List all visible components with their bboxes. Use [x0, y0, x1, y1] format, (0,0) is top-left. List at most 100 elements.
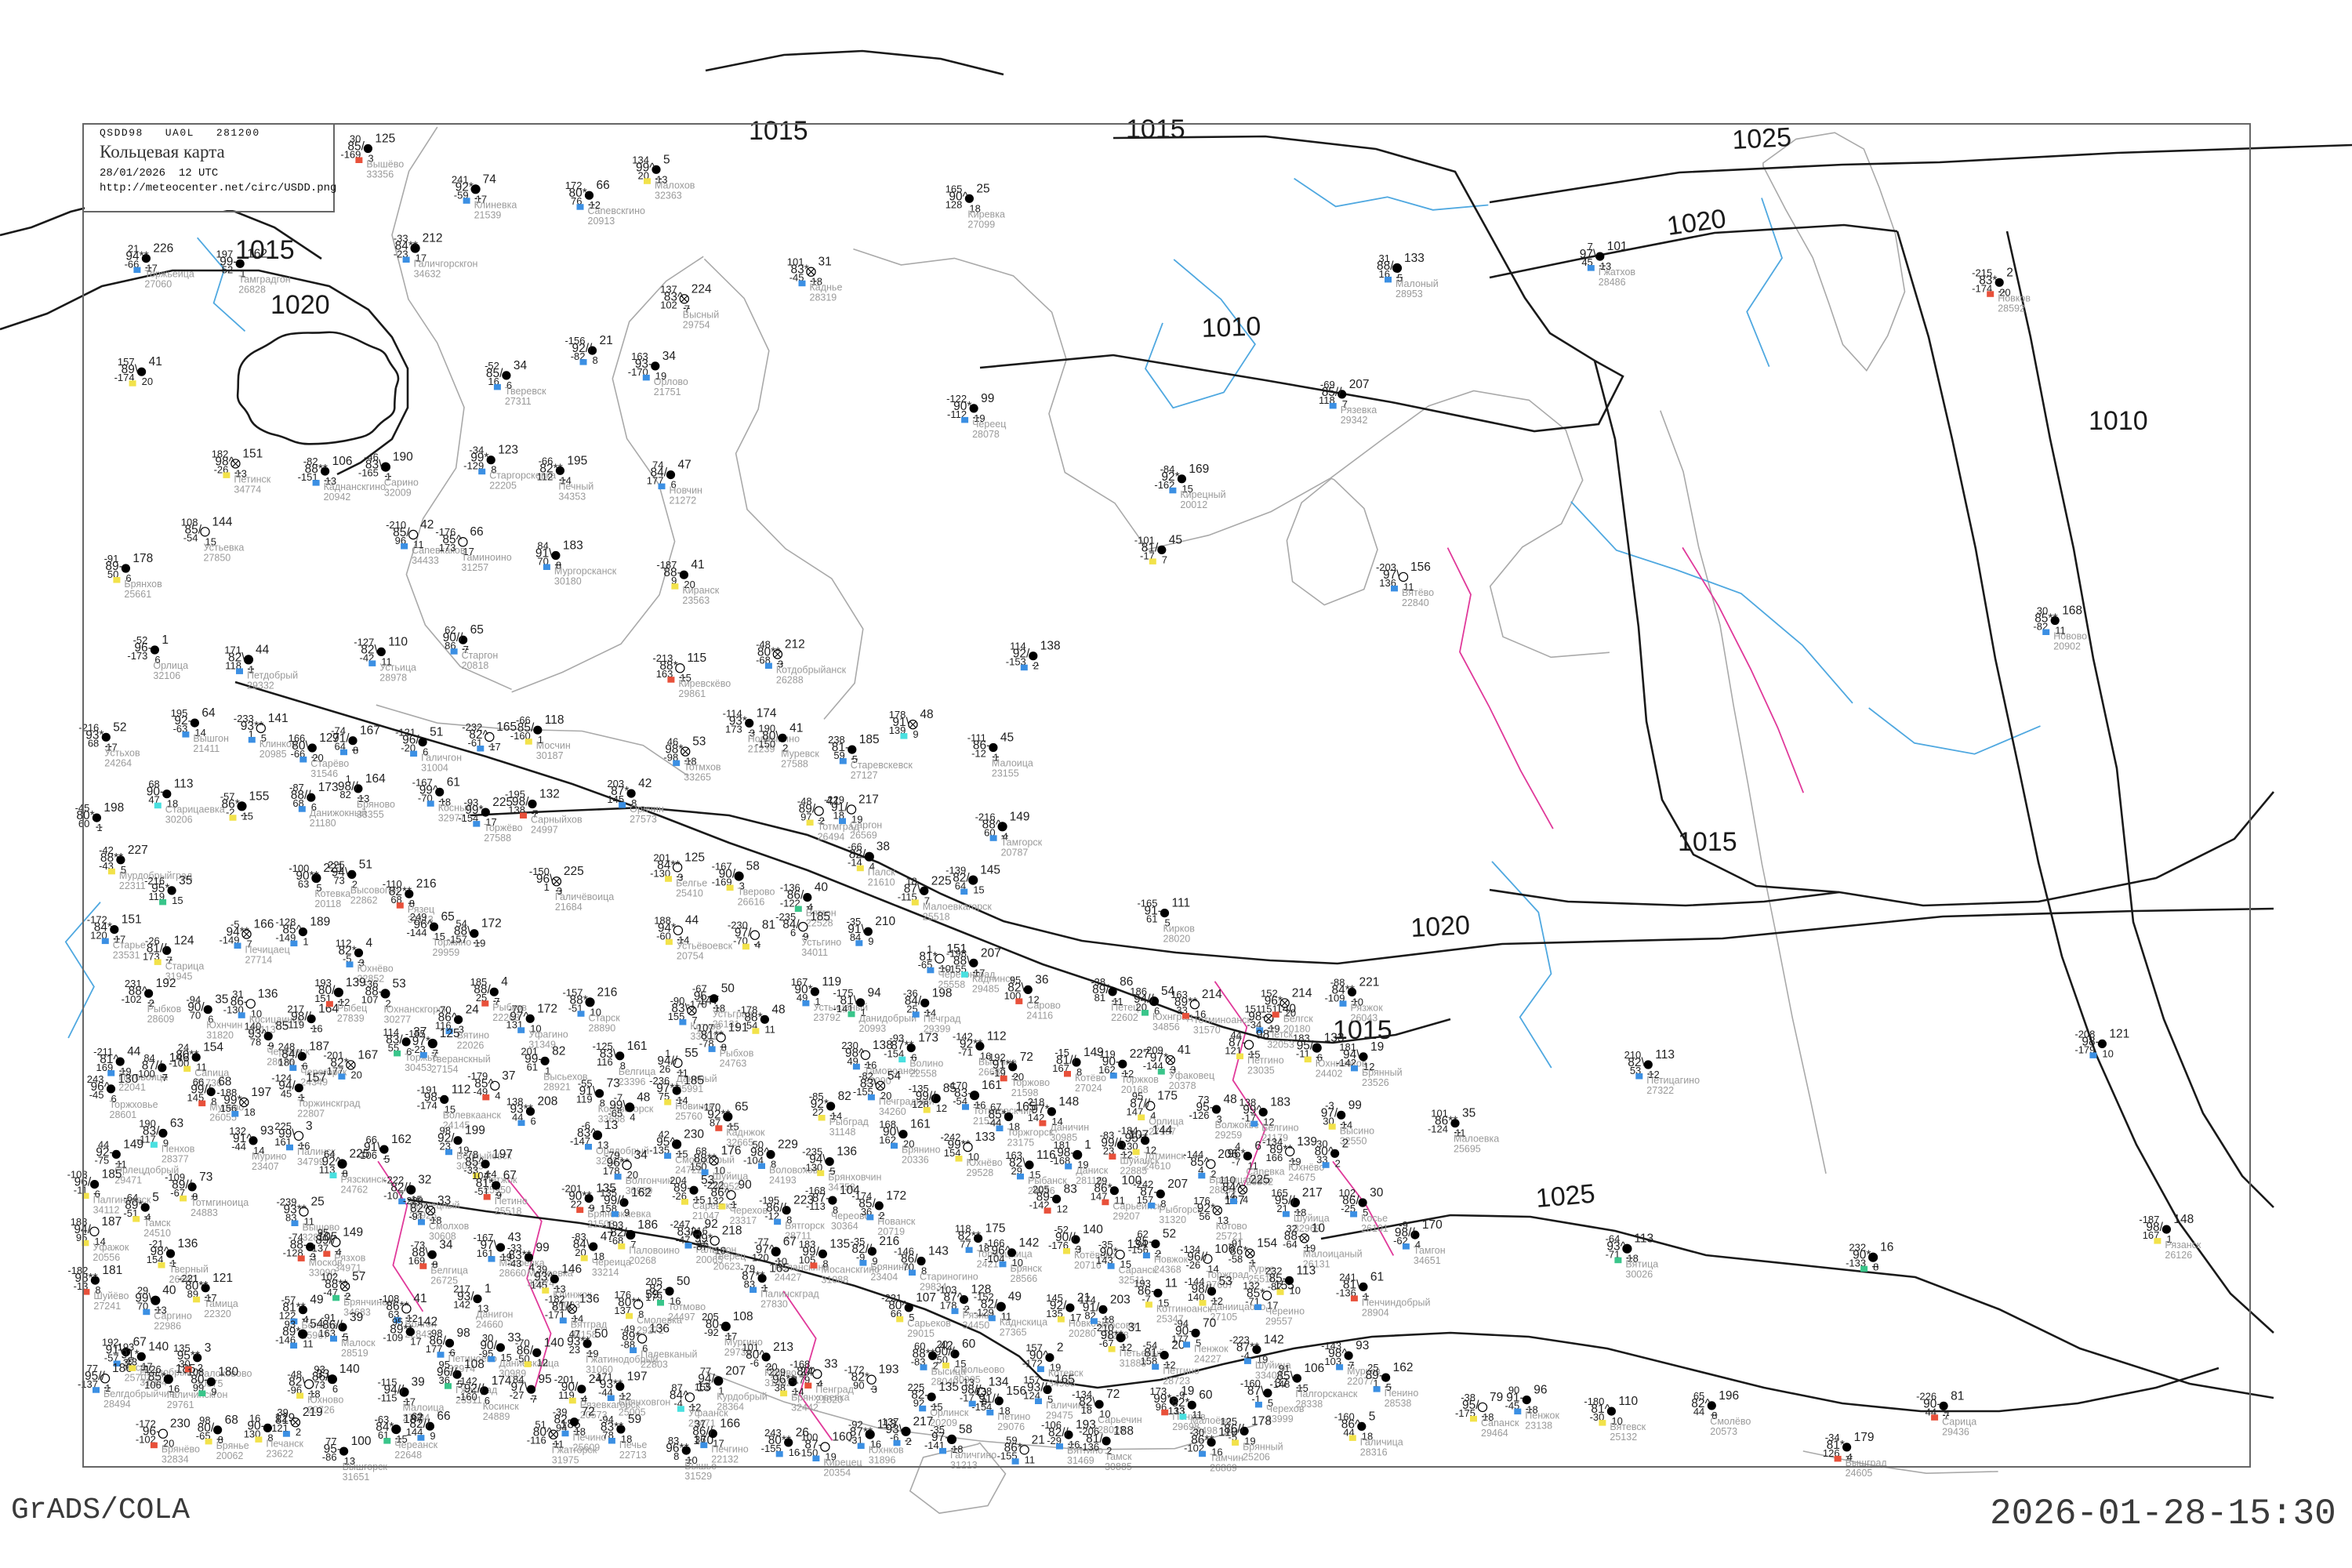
- svg-text:Мурино: Мурино: [252, 1151, 287, 1162]
- svg-text:27322: 27322: [1646, 1085, 1674, 1096]
- svg-text:165: 165: [1054, 1374, 1075, 1387]
- svg-text:Малоевка: Малоевка: [1454, 1134, 1499, 1145]
- svg-text:Каднанскгино: Каднанскгино: [324, 481, 386, 492]
- svg-text:30180: 30180: [554, 576, 582, 587]
- svg-text:Устьёвоевск: Устьёвоевск: [677, 941, 733, 952]
- svg-text:151: 151: [242, 447, 263, 460]
- svg-text:53: 53: [393, 977, 406, 990]
- svg-text:60: 60: [962, 1338, 976, 1351]
- svg-text:151: 151: [122, 913, 142, 927]
- svg-text:-71: -71: [958, 1046, 973, 1058]
- svg-text:Тотмово: Тотмово: [668, 1301, 706, 1312]
- svg-text:24762: 24762: [341, 1185, 368, 1196]
- svg-text:Малоевкагорск: Малоевкагорск: [923, 901, 993, 912]
- svg-text:Малоица: Малоица: [992, 758, 1033, 769]
- svg-text:20354: 20354: [823, 1468, 851, 1479]
- svg-text:29754: 29754: [683, 319, 710, 330]
- svg-text:45: 45: [1000, 731, 1014, 745]
- svg-text:136: 136: [178, 1237, 198, 1250]
- svg-text:-165: -165: [358, 467, 379, 479]
- svg-text:67: 67: [503, 1169, 517, 1182]
- svg-text:136: 136: [649, 1323, 670, 1336]
- svg-text:Котдобрыйанск: Котдобрыйанск: [776, 665, 847, 676]
- svg-text:24660: 24660: [476, 1319, 503, 1330]
- svg-text:Тамск: Тамск: [143, 1218, 171, 1229]
- svg-text:-43: -43: [507, 1258, 522, 1269]
- svg-text:32: 32: [418, 1174, 431, 1187]
- svg-text:141: 141: [268, 712, 289, 725]
- svg-text:183: 183: [1270, 1096, 1290, 1109]
- svg-text:30: 30: [1370, 1186, 1384, 1200]
- svg-text:82: 82: [339, 789, 350, 800]
- svg-text:Галичгон: Галичгон: [421, 753, 462, 764]
- svg-text:174: 174: [492, 1374, 512, 1388]
- svg-text:140: 140: [544, 1336, 564, 1349]
- svg-text:35: 35: [1462, 1107, 1475, 1120]
- svg-text:Юхнков: Юхнков: [869, 1445, 904, 1456]
- svg-text:30453: 30453: [405, 1062, 432, 1073]
- svg-text:183: 183: [563, 539, 583, 553]
- svg-text:-64: -64: [1283, 1238, 1298, 1250]
- svg-text:161: 161: [910, 1118, 931, 1131]
- svg-text:Петино: Петино: [495, 1196, 528, 1207]
- svg-text:Пенхов: Пенхов: [162, 1143, 195, 1154]
- svg-text:28538: 28538: [1385, 1398, 1412, 1409]
- svg-text:Печград: Печград: [924, 1013, 961, 1024]
- svg-text:5: 5: [384, 1153, 390, 1165]
- svg-text:Сарино: Сарино: [384, 477, 419, 488]
- svg-text:20336: 20336: [902, 1155, 929, 1166]
- svg-text:34433: 34433: [412, 555, 439, 566]
- svg-text:Пенжок: Пенжок: [1525, 1410, 1559, 1421]
- svg-text:106: 106: [1304, 1362, 1324, 1375]
- svg-text:154: 154: [203, 1041, 223, 1054]
- svg-text:-173: -173: [127, 650, 147, 662]
- svg-text:39: 39: [350, 1311, 363, 1324]
- svg-text:229: 229: [778, 1138, 798, 1152]
- svg-text:29436: 29436: [1942, 1426, 1969, 1437]
- svg-text:11: 11: [303, 1338, 314, 1350]
- svg-text:Тамск: Тамск: [1105, 1451, 1132, 1462]
- svg-text:108: 108: [464, 1358, 485, 1371]
- svg-text:121: 121: [2109, 1027, 2129, 1040]
- svg-text:41: 41: [691, 558, 704, 572]
- svg-text:101: 101: [1607, 240, 1628, 253]
- svg-text:162: 162: [391, 1133, 412, 1146]
- svg-text:23138: 23138: [1525, 1421, 1552, 1432]
- svg-text:8: 8: [593, 354, 598, 366]
- svg-text:60: 60: [1199, 1388, 1213, 1402]
- svg-text:1010: 1010: [1201, 311, 1261, 343]
- svg-text:20913: 20913: [588, 216, 615, 227]
- svg-text:Устьица: Устьица: [379, 662, 416, 673]
- svg-text:175: 175: [1157, 1090, 1178, 1103]
- svg-text:Галичица: Галичица: [1360, 1436, 1403, 1447]
- svg-text:31820: 31820: [206, 1030, 234, 1041]
- svg-text:Брянховгон: Брянховгон: [619, 1397, 671, 1408]
- svg-text:31320: 31320: [1159, 1214, 1186, 1225]
- svg-text:Вятица: Вятица: [1625, 1259, 1658, 1270]
- svg-text:28609: 28609: [147, 1014, 175, 1025]
- svg-text:61: 61: [1370, 1270, 1384, 1283]
- svg-text:55: 55: [684, 1047, 698, 1060]
- svg-text:Смольеово: Смольеово: [953, 1364, 1005, 1375]
- svg-text:Сарово: Сарово: [1026, 1000, 1061, 1011]
- svg-text:47: 47: [678, 459, 691, 472]
- svg-text:149: 149: [343, 1226, 363, 1240]
- svg-text:27573: 27573: [630, 814, 657, 825]
- svg-text:124: 124: [174, 934, 194, 947]
- svg-text:54: 54: [887, 1069, 902, 1083]
- svg-text:11: 11: [1165, 1276, 1178, 1290]
- svg-text:63: 63: [170, 1116, 183, 1130]
- svg-text:93: 93: [260, 1124, 274, 1138]
- svg-text:26101: 26101: [1361, 1223, 1388, 1234]
- svg-text:8: 8: [673, 1450, 679, 1462]
- svg-text:Малохов: Малохов: [655, 180, 695, 191]
- svg-text:4: 4: [630, 1111, 635, 1123]
- svg-text:25760: 25760: [675, 1111, 702, 1122]
- svg-text:Устьевка: Устьевка: [204, 542, 245, 553]
- svg-text:68: 68: [88, 737, 99, 749]
- svg-text:1025: 1025: [1534, 1179, 1596, 1214]
- svg-text:Вышёво: Вышёво: [366, 159, 404, 170]
- svg-text:15: 15: [172, 895, 183, 906]
- svg-text:-113: -113: [806, 1200, 826, 1212]
- svg-text:136: 136: [258, 987, 278, 1000]
